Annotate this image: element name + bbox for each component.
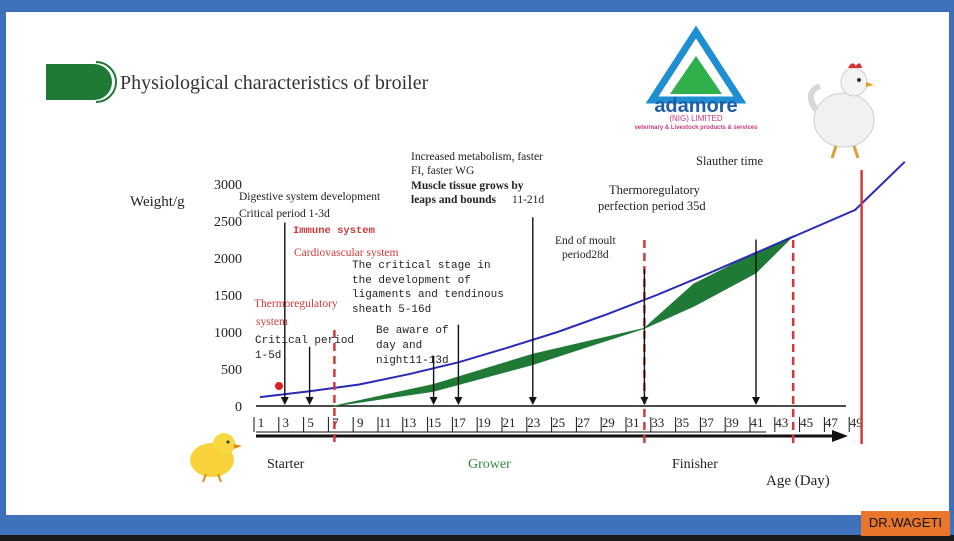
page-title: Physiological characteristics of broiler [120, 72, 429, 94]
x-tick-17: 17 [453, 415, 467, 430]
adult-chicken-illustration [807, 63, 875, 159]
chart-svg: Physiological characteristics of broiler… [46, 25, 906, 489]
x-tick-45: 45 [800, 415, 813, 430]
annotation-moult-line2: period28d [562, 249, 609, 261]
annotation-day-night-line1: Be aware of [376, 325, 449, 337]
x-tick-labels: 1357911131517192123252729313335373941434… [253, 415, 863, 432]
annotation-cardiovascular: Cardiovascular system [294, 247, 398, 259]
logo-inner-triangle [670, 56, 722, 94]
annotation-ligaments-line4: sheath 5-16d [352, 304, 431, 316]
annotation-ligaments-line2: the development of [352, 275, 471, 287]
annotation-metabolism-days: 11-21d [512, 194, 544, 206]
x-tick-1: 1 [258, 415, 265, 430]
annotation-arrow-head-4 [454, 397, 463, 405]
x-tick-15: 15 [428, 415, 441, 430]
annotation-thermo-perfection-line1: Thermoregulatory [609, 183, 701, 197]
annotation-ligaments-line3: ligaments and tendinous [352, 289, 504, 301]
x-tick-35: 35 [676, 415, 689, 430]
annotation-digestive: Digestive system development [239, 191, 381, 203]
y-axis-label: Weight/g [130, 194, 185, 210]
x-axis-label: Age (Day) [766, 473, 830, 489]
annotation-arrow-head-7 [752, 397, 760, 405]
y-tick-1500: 1500 [214, 289, 242, 304]
annotation-critical-period-line1: Critical period [255, 335, 354, 347]
x-tick-49: 49 [850, 415, 863, 430]
x-tick-27: 27 [577, 415, 591, 430]
annotation-arrow-head-6 [640, 397, 649, 405]
x-tick-29: 29 [602, 415, 615, 430]
x-tick-31: 31 [627, 415, 640, 430]
x-tick-9: 9 [357, 415, 364, 430]
x-tick-43: 43 [775, 415, 788, 430]
company-logo: adamore (NIG) LIMITED veterinary & Lives… [634, 25, 758, 131]
logo-name: adamore [654, 95, 737, 117]
x-tick-33: 33 [651, 415, 664, 430]
title-pill [46, 64, 112, 100]
phase-grower: Grower [468, 457, 511, 472]
y-tick-500: 500 [221, 363, 242, 378]
y-tick-1000: 1000 [214, 326, 242, 341]
annotation-arrows-group [280, 217, 760, 405]
y-tick-3000: 3000 [214, 178, 242, 193]
phase-starter: Starter [267, 457, 305, 472]
logo-tagline: veterinary & Livestock products & servic… [634, 125, 758, 131]
presenter-credit: DR.WAGETI [860, 511, 950, 536]
frame-top [0, 0, 954, 10]
x-tick-5: 5 [307, 415, 314, 430]
slide: Physiological characteristics of broiler… [6, 12, 949, 515]
annotation-day-night-line2: day and [376, 340, 422, 352]
y-tick-2500: 2500 [214, 215, 242, 230]
logo-sub: (NIG) LIMITED [669, 114, 723, 123]
annotation-critical-1-3d: Critical period 1-3d [239, 208, 330, 220]
annotation-critical-period-line2: 1-5d [255, 350, 281, 362]
annotation-moult-line1: End of moult [555, 235, 616, 247]
bottom-strip [0, 535, 954, 541]
annotation-thermo-line2: system [256, 316, 288, 328]
title-pill-arc [95, 61, 117, 103]
x-tick-21: 21 [503, 415, 516, 430]
x-tick-37: 37 [701, 415, 715, 430]
annotation-arrow-head-3 [429, 397, 438, 405]
laser-pointer-dot [275, 382, 283, 390]
logo-outer-triangle [645, 25, 747, 104]
annotation-metabolism-line2: FI, faster WG [411, 165, 474, 177]
x-tick-23: 23 [527, 415, 540, 430]
x-tick-25: 25 [552, 415, 565, 430]
growth-curve-line [259, 161, 906, 399]
x-tick-3: 3 [283, 415, 290, 430]
annotation-immune: Immune system [293, 225, 375, 237]
frame-bottom [0, 515, 954, 541]
x-tick-39: 39 [726, 415, 739, 430]
age-arrow-head [832, 430, 848, 442]
annotations: Digestive system development Critical pe… [239, 151, 763, 367]
x-tick-47: 47 [825, 415, 839, 430]
annotation-arrow-head-1 [280, 397, 289, 405]
annotation-ligaments-line1: The critical stage in [352, 260, 491, 272]
annotation-thermo-perfection-line2: perfection period 35d [598, 199, 706, 213]
y-tick-labels: 0 500 1000 1500 2000 2500 3000 [214, 178, 242, 415]
annotation-arrow-head-2 [305, 397, 314, 405]
annotation-arrow-head-5 [528, 397, 537, 405]
annotation-metabolism-line3: Muscle tissue grows by [411, 180, 524, 192]
growth-curve-group [259, 161, 906, 399]
y-tick-0: 0 [235, 400, 242, 415]
annotation-metabolism-line4: leaps and bounds [411, 194, 497, 206]
x-tick-11: 11 [379, 415, 392, 430]
y-tick-2000: 2000 [214, 252, 242, 267]
baby-chick-illustration [190, 433, 242, 483]
annotation-metabolism-line1: Increased metabolism, faster [411, 151, 543, 163]
phase-finisher: Finisher [672, 457, 718, 472]
annotation-slaughter: Slauther time [696, 154, 763, 168]
annotation-day-night-line3: night11-13d [376, 355, 449, 367]
annotation-thermo-line1: Thermoregulatory [254, 298, 338, 310]
x-tick-13: 13 [403, 415, 416, 430]
x-tick-19: 19 [478, 415, 491, 430]
green-band-2 [643, 235, 794, 329]
x-tick-41: 41 [751, 415, 764, 430]
